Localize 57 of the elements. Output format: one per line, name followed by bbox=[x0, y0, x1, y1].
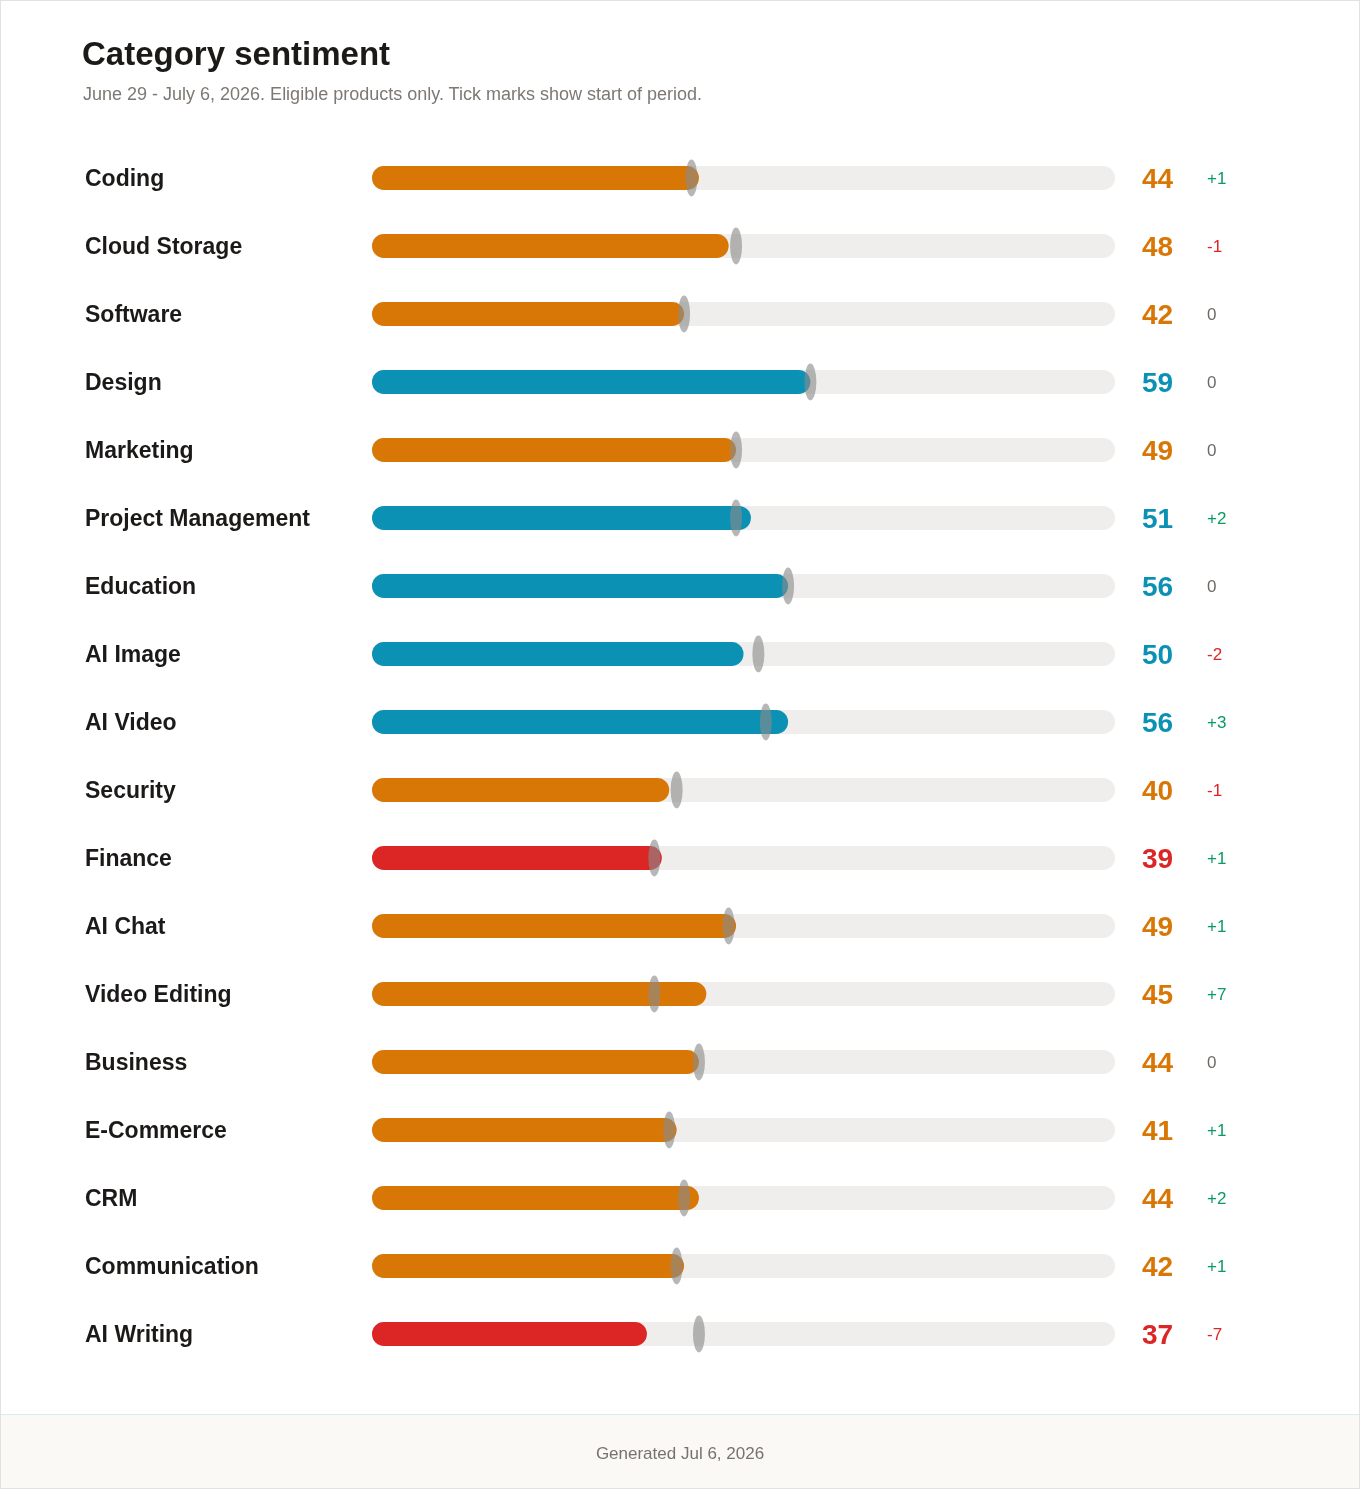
text: -2 bbox=[1207, 645, 1223, 664]
text: +1 bbox=[1207, 1121, 1227, 1140]
data-label: 50 bbox=[1142, 639, 1174, 670]
text: +2 bbox=[1207, 509, 1227, 528]
data-label: 44 bbox=[1142, 1047, 1174, 1078]
y-tick-label: Business bbox=[85, 1049, 188, 1075]
data-label: 44 bbox=[1142, 163, 1174, 194]
data-label: 44 bbox=[1142, 1183, 1174, 1214]
y-tick-label: Communication bbox=[85, 1253, 259, 1279]
y-tick-label: Software bbox=[85, 301, 183, 327]
data-label: 41 bbox=[1142, 1115, 1174, 1146]
text: +7 bbox=[1207, 985, 1227, 1004]
text: +1 bbox=[1207, 849, 1227, 868]
text: +1 bbox=[1207, 917, 1227, 936]
data-label: 48 bbox=[1142, 231, 1174, 262]
text: 0 bbox=[1207, 1053, 1217, 1072]
y-tick-label: Education bbox=[85, 573, 197, 599]
y-tick-label: E-Commerce bbox=[85, 1117, 227, 1143]
text: +1 bbox=[1207, 1257, 1227, 1276]
y-tick-label: Marketing bbox=[85, 437, 194, 463]
y-tick-label: Coding bbox=[85, 165, 165, 191]
y-tick-label: Finance bbox=[85, 845, 172, 871]
text: 0 bbox=[1207, 373, 1217, 392]
chart-subtitle: June 29 - July 6, 2026. Eligible products only. Tick marks show start of period. bbox=[83, 83, 702, 106]
y-tick-label: AI Chat bbox=[85, 913, 166, 939]
y-tick-label: Design bbox=[85, 369, 162, 395]
text: 0 bbox=[1207, 441, 1217, 460]
text: +2 bbox=[1207, 1189, 1227, 1208]
y-tick-label: Project Management bbox=[85, 505, 311, 531]
data-label: 42 bbox=[1142, 1251, 1174, 1282]
data-label: 49 bbox=[1142, 435, 1174, 466]
text: 0 bbox=[1207, 577, 1217, 596]
y-tick-label: AI Writing bbox=[85, 1321, 194, 1347]
data-label: 51 bbox=[1142, 503, 1174, 534]
data-label: 45 bbox=[1142, 979, 1174, 1010]
text: Generated Jul 6, 2026 bbox=[594, 1443, 766, 1465]
text: 0 bbox=[1207, 305, 1217, 324]
data-label: 40 bbox=[1142, 775, 1174, 806]
text: -1 bbox=[1207, 237, 1223, 256]
y-tick-label: AI Video bbox=[85, 709, 177, 735]
y-tick-label: AI Image bbox=[85, 641, 181, 667]
text: -1 bbox=[1207, 781, 1223, 800]
text: -7 bbox=[1207, 1325, 1223, 1344]
text: +3 bbox=[1207, 713, 1227, 732]
data-label: 42 bbox=[1142, 299, 1174, 330]
y-tick-label: Video Editing bbox=[85, 981, 232, 1007]
chart-title: Category sentiment bbox=[82, 34, 391, 74]
data-label: 49 bbox=[1142, 911, 1174, 942]
y-tick-label: CRM bbox=[85, 1185, 138, 1211]
text: +1 bbox=[1207, 169, 1227, 188]
data-label: 59 bbox=[1142, 367, 1174, 398]
data-label: 37 bbox=[1142, 1319, 1174, 1350]
data-label: 56 bbox=[1142, 571, 1174, 602]
y-tick-label: Security bbox=[85, 777, 176, 803]
data-label: 39 bbox=[1142, 843, 1174, 874]
y-tick-label: Cloud Storage bbox=[85, 233, 243, 259]
data-label: 56 bbox=[1142, 707, 1174, 738]
